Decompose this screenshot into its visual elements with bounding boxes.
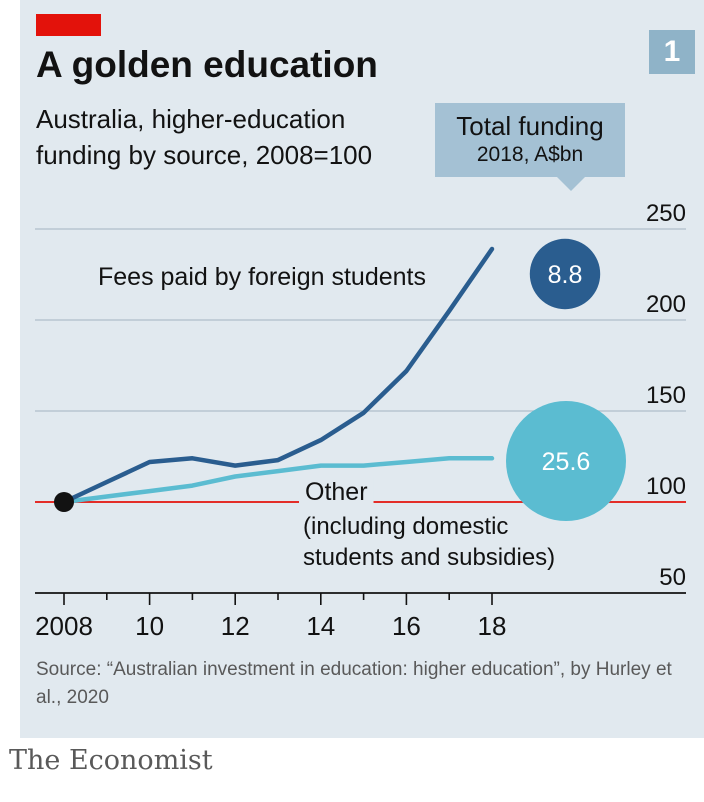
callout-subtitle: 2018, A$bn [476, 143, 584, 166]
other-label-knockout [299, 478, 374, 506]
x-tick-label-2008: 2008 [35, 611, 93, 641]
bubble-foreign [529, 238, 601, 310]
y-tick-label-100: 100 [646, 473, 686, 500]
x-tick-label-2018: 18 [478, 611, 507, 641]
origin-dot [54, 492, 74, 512]
bubble-foreign-value: 8.8 [548, 261, 583, 289]
brand-logo: The Economist [9, 745, 213, 776]
y-tick-label-50: 50 [659, 564, 686, 591]
series-note-other: (including domestic students and subsidie… [303, 513, 555, 571]
chart-subtitle: Australia, higher-education funding by s… [36, 104, 373, 170]
series-label-other: Other [305, 478, 368, 506]
series-line-foreign [61, 246, 495, 505]
x-tick-label-2012: 12 [221, 611, 250, 641]
y-tick-label-150: 150 [646, 382, 686, 409]
x-tick-label-2014: 14 [306, 611, 335, 641]
chart-number: 1 [649, 30, 695, 74]
series-line-other [61, 456, 495, 505]
y-tick-label-250: 250 [646, 200, 686, 227]
bubble-other-value: 25.6 [542, 448, 591, 476]
x-tick-label-2016: 16 [392, 611, 421, 641]
source-note: Source: “Australian investment in educat… [36, 659, 672, 708]
x-tick-label-2010: 10 [135, 611, 164, 641]
chart-title: A golden education [36, 44, 378, 85]
red-tag [36, 14, 101, 36]
y-tick-label-200: 200 [646, 291, 686, 318]
bubble-other [506, 401, 626, 521]
callout-pointer [557, 177, 585, 191]
callout-title: Total funding [456, 111, 604, 141]
total-funding-callout: Total funding 2018, A$bn [435, 103, 625, 177]
series-label-foreign: Fees paid by foreign students [98, 263, 426, 291]
